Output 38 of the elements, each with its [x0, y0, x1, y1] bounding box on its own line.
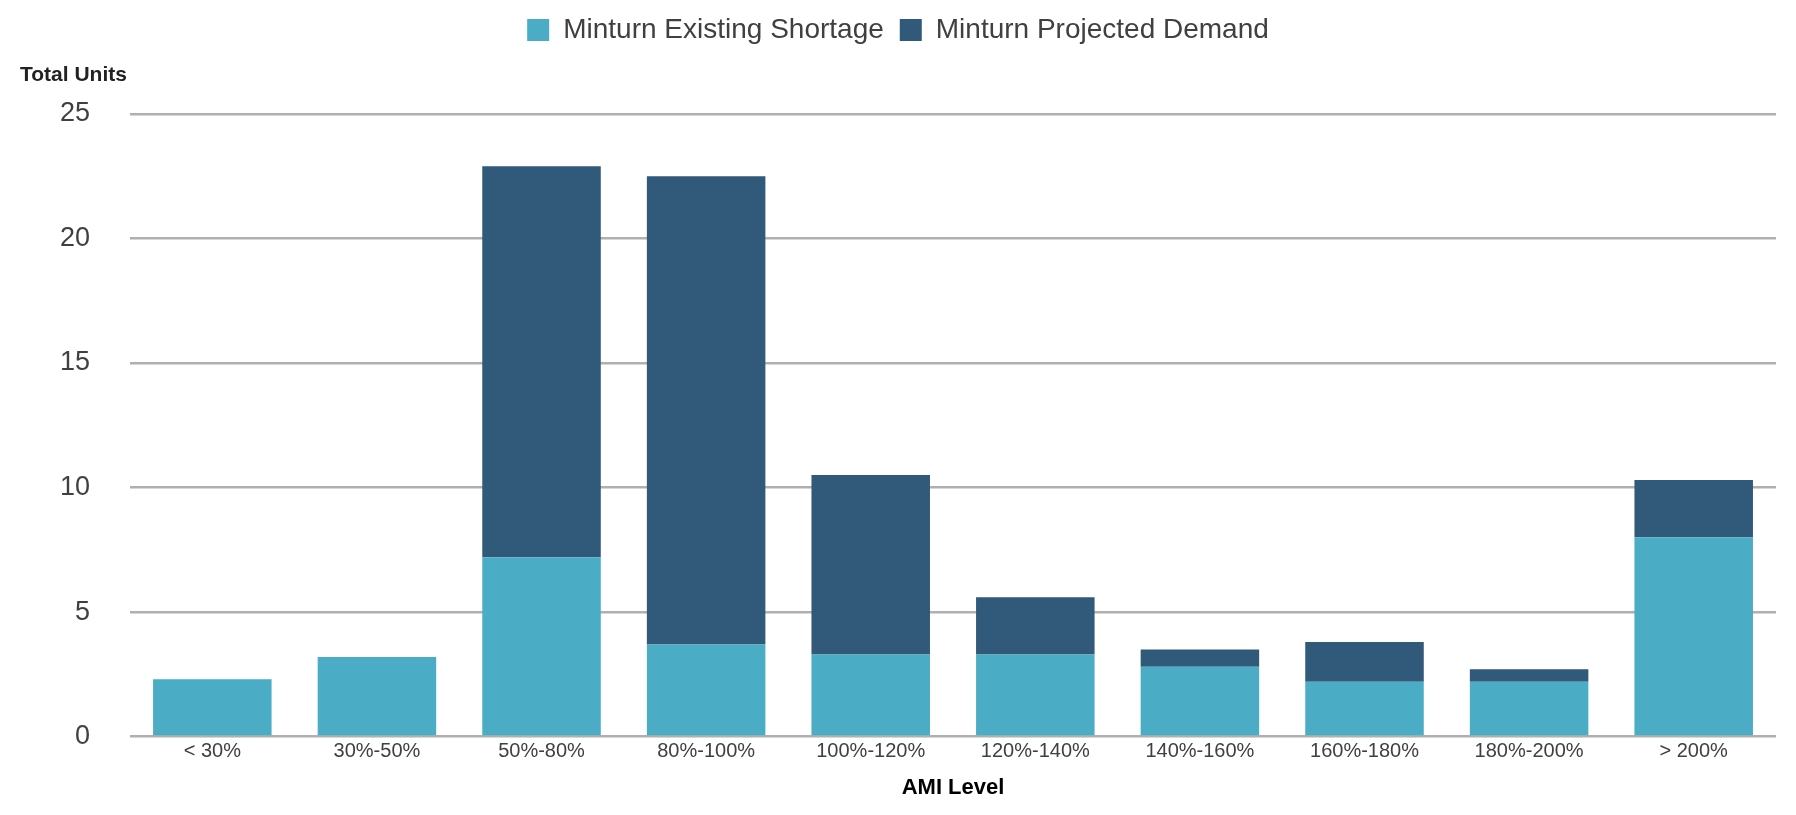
y-tick-label: 10 — [59, 471, 91, 502]
x-tick-label: 120%-140% — [980, 739, 1091, 762]
legend-label: Minturn Projected Demand — [935, 12, 1269, 44]
y-tick-label: 20 — [59, 221, 91, 252]
x-axis-title: AMI Level — [901, 773, 1005, 799]
bar — [1140, 666, 1260, 736]
y-tick-label: 15 — [59, 346, 91, 377]
x-tick-label: 100%-120% — [816, 739, 926, 762]
y-axis-title: Total Units — [20, 62, 127, 86]
bar — [976, 597, 1095, 655]
bar — [1469, 669, 1589, 682]
bar — [1634, 480, 1753, 538]
x-tick-label: 180%-200% — [1474, 739, 1584, 762]
bar — [1140, 649, 1260, 667]
bar — [482, 166, 601, 558]
bar — [1305, 641, 1424, 682]
x-tick-label: 50%-80% — [498, 739, 586, 762]
x-tick-label: 30%-50% — [333, 739, 421, 762]
bar — [646, 176, 766, 645]
bar — [153, 679, 272, 736]
bar — [1634, 537, 1753, 736]
x-tick-label: < 30% — [183, 739, 242, 762]
x-tick-label: 80%-100% — [657, 739, 756, 762]
x-tick-label: 160%-180% — [1310, 739, 1420, 762]
bar — [482, 557, 601, 736]
x-tick-label: 140%-160% — [1145, 739, 1255, 762]
bar — [317, 656, 437, 736]
bar — [646, 644, 766, 736]
bar — [811, 475, 930, 655]
bar — [976, 654, 1095, 736]
bar — [1305, 681, 1424, 736]
bar — [1469, 681, 1589, 736]
legend-label: Minturn Existing Shortage — [563, 12, 884, 44]
bar — [811, 654, 930, 736]
y-tick-label: 0 — [75, 720, 91, 751]
y-tick-label: 25 — [59, 97, 91, 128]
y-tick-label: 5 — [75, 595, 91, 626]
x-tick-label: > 200% — [1659, 739, 1729, 762]
